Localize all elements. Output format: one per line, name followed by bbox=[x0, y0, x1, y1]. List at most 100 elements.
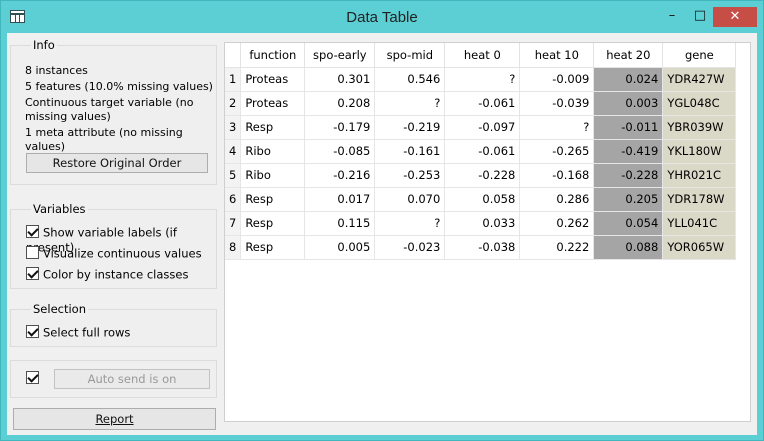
cell-spo-early[interactable]: -0.216 bbox=[304, 163, 376, 188]
row-number[interactable]: 1 bbox=[225, 67, 242, 92]
table-row[interactable]: 3 Resp -0.179 -0.219 -0.097 ? -0.011 YBR… bbox=[225, 115, 737, 140]
cell-heat-10[interactable]: -0.039 bbox=[519, 91, 595, 116]
cell-spo-mid[interactable]: 0.546 bbox=[374, 67, 446, 92]
cell-heat-10[interactable]: ? bbox=[519, 115, 595, 140]
column-header-spo-mid[interactable]: spo-mid bbox=[374, 43, 446, 68]
info-target: Continuous target variable (no missing v… bbox=[25, 96, 194, 123]
row-number[interactable]: 3 bbox=[225, 115, 242, 140]
table-row[interactable]: 6 Resp 0.017 0.070 0.058 0.286 0.205 YDR… bbox=[225, 187, 737, 212]
color-by-instance-classes-option[interactable]: Color by instance classes bbox=[26, 267, 188, 283]
column-header-heat-10[interactable]: heat 10 bbox=[519, 43, 595, 68]
table-row[interactable]: 5 Ribo -0.216 -0.253 -0.228 -0.168 -0.22… bbox=[225, 163, 737, 188]
table-row[interactable]: 2 Proteas 0.208 ? -0.061 -0.039 0.003 YG… bbox=[225, 91, 737, 116]
cell-spo-mid[interactable]: -0.161 bbox=[374, 139, 446, 164]
cell-heat-0[interactable]: -0.038 bbox=[444, 235, 521, 260]
visualize-continuous-values-option[interactable]: Visualize continuous values bbox=[26, 246, 202, 262]
table-row[interactable]: 4 Ribo -0.085 -0.161 -0.061 -0.265 -0.41… bbox=[225, 139, 737, 164]
cell-heat-20[interactable]: 0.003 bbox=[593, 91, 664, 116]
cell-heat-20[interactable]: -0.228 bbox=[593, 163, 664, 188]
cell-heat-0[interactable]: -0.061 bbox=[444, 91, 521, 116]
maximize-button[interactable]: □ bbox=[693, 8, 707, 23]
auto-send-button[interactable]: Auto send is on bbox=[54, 369, 210, 389]
table-row[interactable]: 1 Proteas 0.301 0.546 ? -0.009 0.024 YDR… bbox=[225, 67, 737, 92]
data-table-view[interactable]: function spo-early spo-mid heat 0 heat 1… bbox=[224, 42, 751, 422]
cell-heat-20[interactable]: 0.205 bbox=[593, 187, 664, 212]
cell-gene[interactable]: YLL041C bbox=[662, 211, 737, 236]
cell-gene[interactable]: YGL048C bbox=[662, 91, 737, 116]
cell-heat-0[interactable]: 0.033 bbox=[444, 211, 521, 236]
cell-spo-early[interactable]: -0.085 bbox=[304, 139, 376, 164]
cell-heat-20[interactable]: 0.088 bbox=[593, 235, 664, 260]
row-number[interactable]: 2 bbox=[225, 91, 242, 116]
column-header-heat-0[interactable]: heat 0 bbox=[444, 43, 521, 68]
cell-spo-early[interactable]: 0.017 bbox=[304, 187, 376, 212]
cell-heat-10[interactable]: 0.262 bbox=[519, 211, 595, 236]
cell-spo-early[interactable]: 0.115 bbox=[304, 211, 376, 236]
cell-function[interactable]: Ribo bbox=[240, 139, 306, 164]
cell-gene[interactable]: YDR178W bbox=[662, 187, 737, 212]
cell-heat-0[interactable]: -0.228 bbox=[444, 163, 521, 188]
row-number[interactable]: 6 bbox=[225, 187, 242, 212]
cell-function[interactable]: Resp bbox=[240, 235, 306, 260]
cell-spo-early[interactable]: -0.179 bbox=[304, 115, 376, 140]
restore-original-order-button[interactable]: Restore Original Order bbox=[26, 153, 208, 173]
row-number[interactable]: 5 bbox=[225, 163, 242, 188]
column-header-function[interactable]: function bbox=[240, 43, 306, 68]
cell-heat-0[interactable]: ? bbox=[444, 67, 521, 92]
table-row[interactable]: 7 Resp 0.115 ? 0.033 0.262 0.054 YLL041C bbox=[225, 211, 737, 236]
cell-gene[interactable]: YBR039W bbox=[662, 115, 737, 140]
column-header-spo-early[interactable]: spo-early bbox=[304, 43, 376, 68]
cell-gene[interactable]: YOR065W bbox=[662, 235, 737, 260]
cell-function[interactable]: Resp bbox=[240, 187, 306, 212]
cell-heat-20[interactable]: 0.024 bbox=[593, 67, 664, 92]
cell-function[interactable]: Resp bbox=[240, 115, 306, 140]
cell-function[interactable]: Ribo bbox=[240, 163, 306, 188]
cell-spo-mid[interactable]: -0.023 bbox=[374, 235, 446, 260]
visualize-continuous-values-checkbox[interactable] bbox=[26, 246, 39, 259]
cell-heat-20[interactable]: -0.011 bbox=[593, 115, 664, 140]
select-full-rows-checkbox[interactable] bbox=[26, 325, 39, 338]
cell-gene[interactable]: YHR021C bbox=[662, 163, 737, 188]
cell-spo-mid[interactable]: ? bbox=[374, 91, 446, 116]
cell-spo-mid[interactable]: -0.253 bbox=[374, 163, 446, 188]
title-bar[interactable]: Data Table – □ ✕ bbox=[1, 1, 763, 33]
cell-spo-mid[interactable]: 0.070 bbox=[374, 187, 446, 212]
cell-heat-10[interactable]: 0.222 bbox=[519, 235, 595, 260]
cell-function[interactable]: Resp bbox=[240, 211, 306, 236]
cell-heat-20[interactable]: -0.419 bbox=[593, 139, 664, 164]
column-header-heat-20[interactable]: heat 20 bbox=[593, 43, 664, 68]
visualize-continuous-values-label: Visualize continuous values bbox=[43, 246, 202, 261]
show-variable-labels-checkbox[interactable] bbox=[26, 225, 39, 238]
cell-spo-mid[interactable]: ? bbox=[374, 211, 446, 236]
row-number[interactable]: 4 bbox=[225, 139, 242, 164]
show-variable-labels-option[interactable]: Show variable labels (if present) bbox=[26, 225, 216, 254]
cell-spo-early[interactable]: 0.301 bbox=[304, 67, 376, 92]
cell-heat-10[interactable]: -0.168 bbox=[519, 163, 595, 188]
cell-heat-10[interactable]: -0.009 bbox=[519, 67, 595, 92]
cell-gene[interactable]: YKL180W bbox=[662, 139, 737, 164]
close-button[interactable]: ✕ bbox=[713, 7, 757, 27]
cell-gene[interactable]: YDR427W bbox=[662, 67, 737, 92]
minimize-button[interactable]: – bbox=[668, 8, 676, 23]
cell-spo-mid[interactable]: -0.219 bbox=[374, 115, 446, 140]
auto-send-checkbox[interactable] bbox=[26, 371, 39, 384]
info-box: Info 8 instances 5 features (10.0% missi… bbox=[10, 38, 217, 185]
cell-spo-early[interactable]: 0.005 bbox=[304, 235, 376, 260]
cell-function[interactable]: Proteas bbox=[240, 91, 306, 116]
cell-spo-early[interactable]: 0.208 bbox=[304, 91, 376, 116]
color-by-instance-classes-checkbox[interactable] bbox=[26, 267, 39, 280]
table-row[interactable]: 8 Resp 0.005 -0.023 -0.038 0.222 0.088 Y… bbox=[225, 235, 737, 260]
row-number[interactable]: 7 bbox=[225, 211, 242, 236]
cell-heat-10[interactable]: 0.286 bbox=[519, 187, 595, 212]
column-header-gene[interactable]: gene bbox=[662, 43, 737, 68]
row-number[interactable]: 8 bbox=[225, 235, 242, 260]
report-button[interactable]: Report bbox=[13, 408, 216, 430]
cell-heat-20[interactable]: 0.054 bbox=[593, 211, 664, 236]
cell-heat-10[interactable]: -0.265 bbox=[519, 139, 595, 164]
cell-function[interactable]: Proteas bbox=[240, 67, 306, 92]
cell-heat-0[interactable]: 0.058 bbox=[444, 187, 521, 212]
table-corner[interactable] bbox=[225, 43, 242, 68]
cell-heat-0[interactable]: -0.097 bbox=[444, 115, 521, 140]
cell-heat-0[interactable]: -0.061 bbox=[444, 139, 521, 164]
select-full-rows-option[interactable]: Select full rows bbox=[26, 325, 130, 341]
